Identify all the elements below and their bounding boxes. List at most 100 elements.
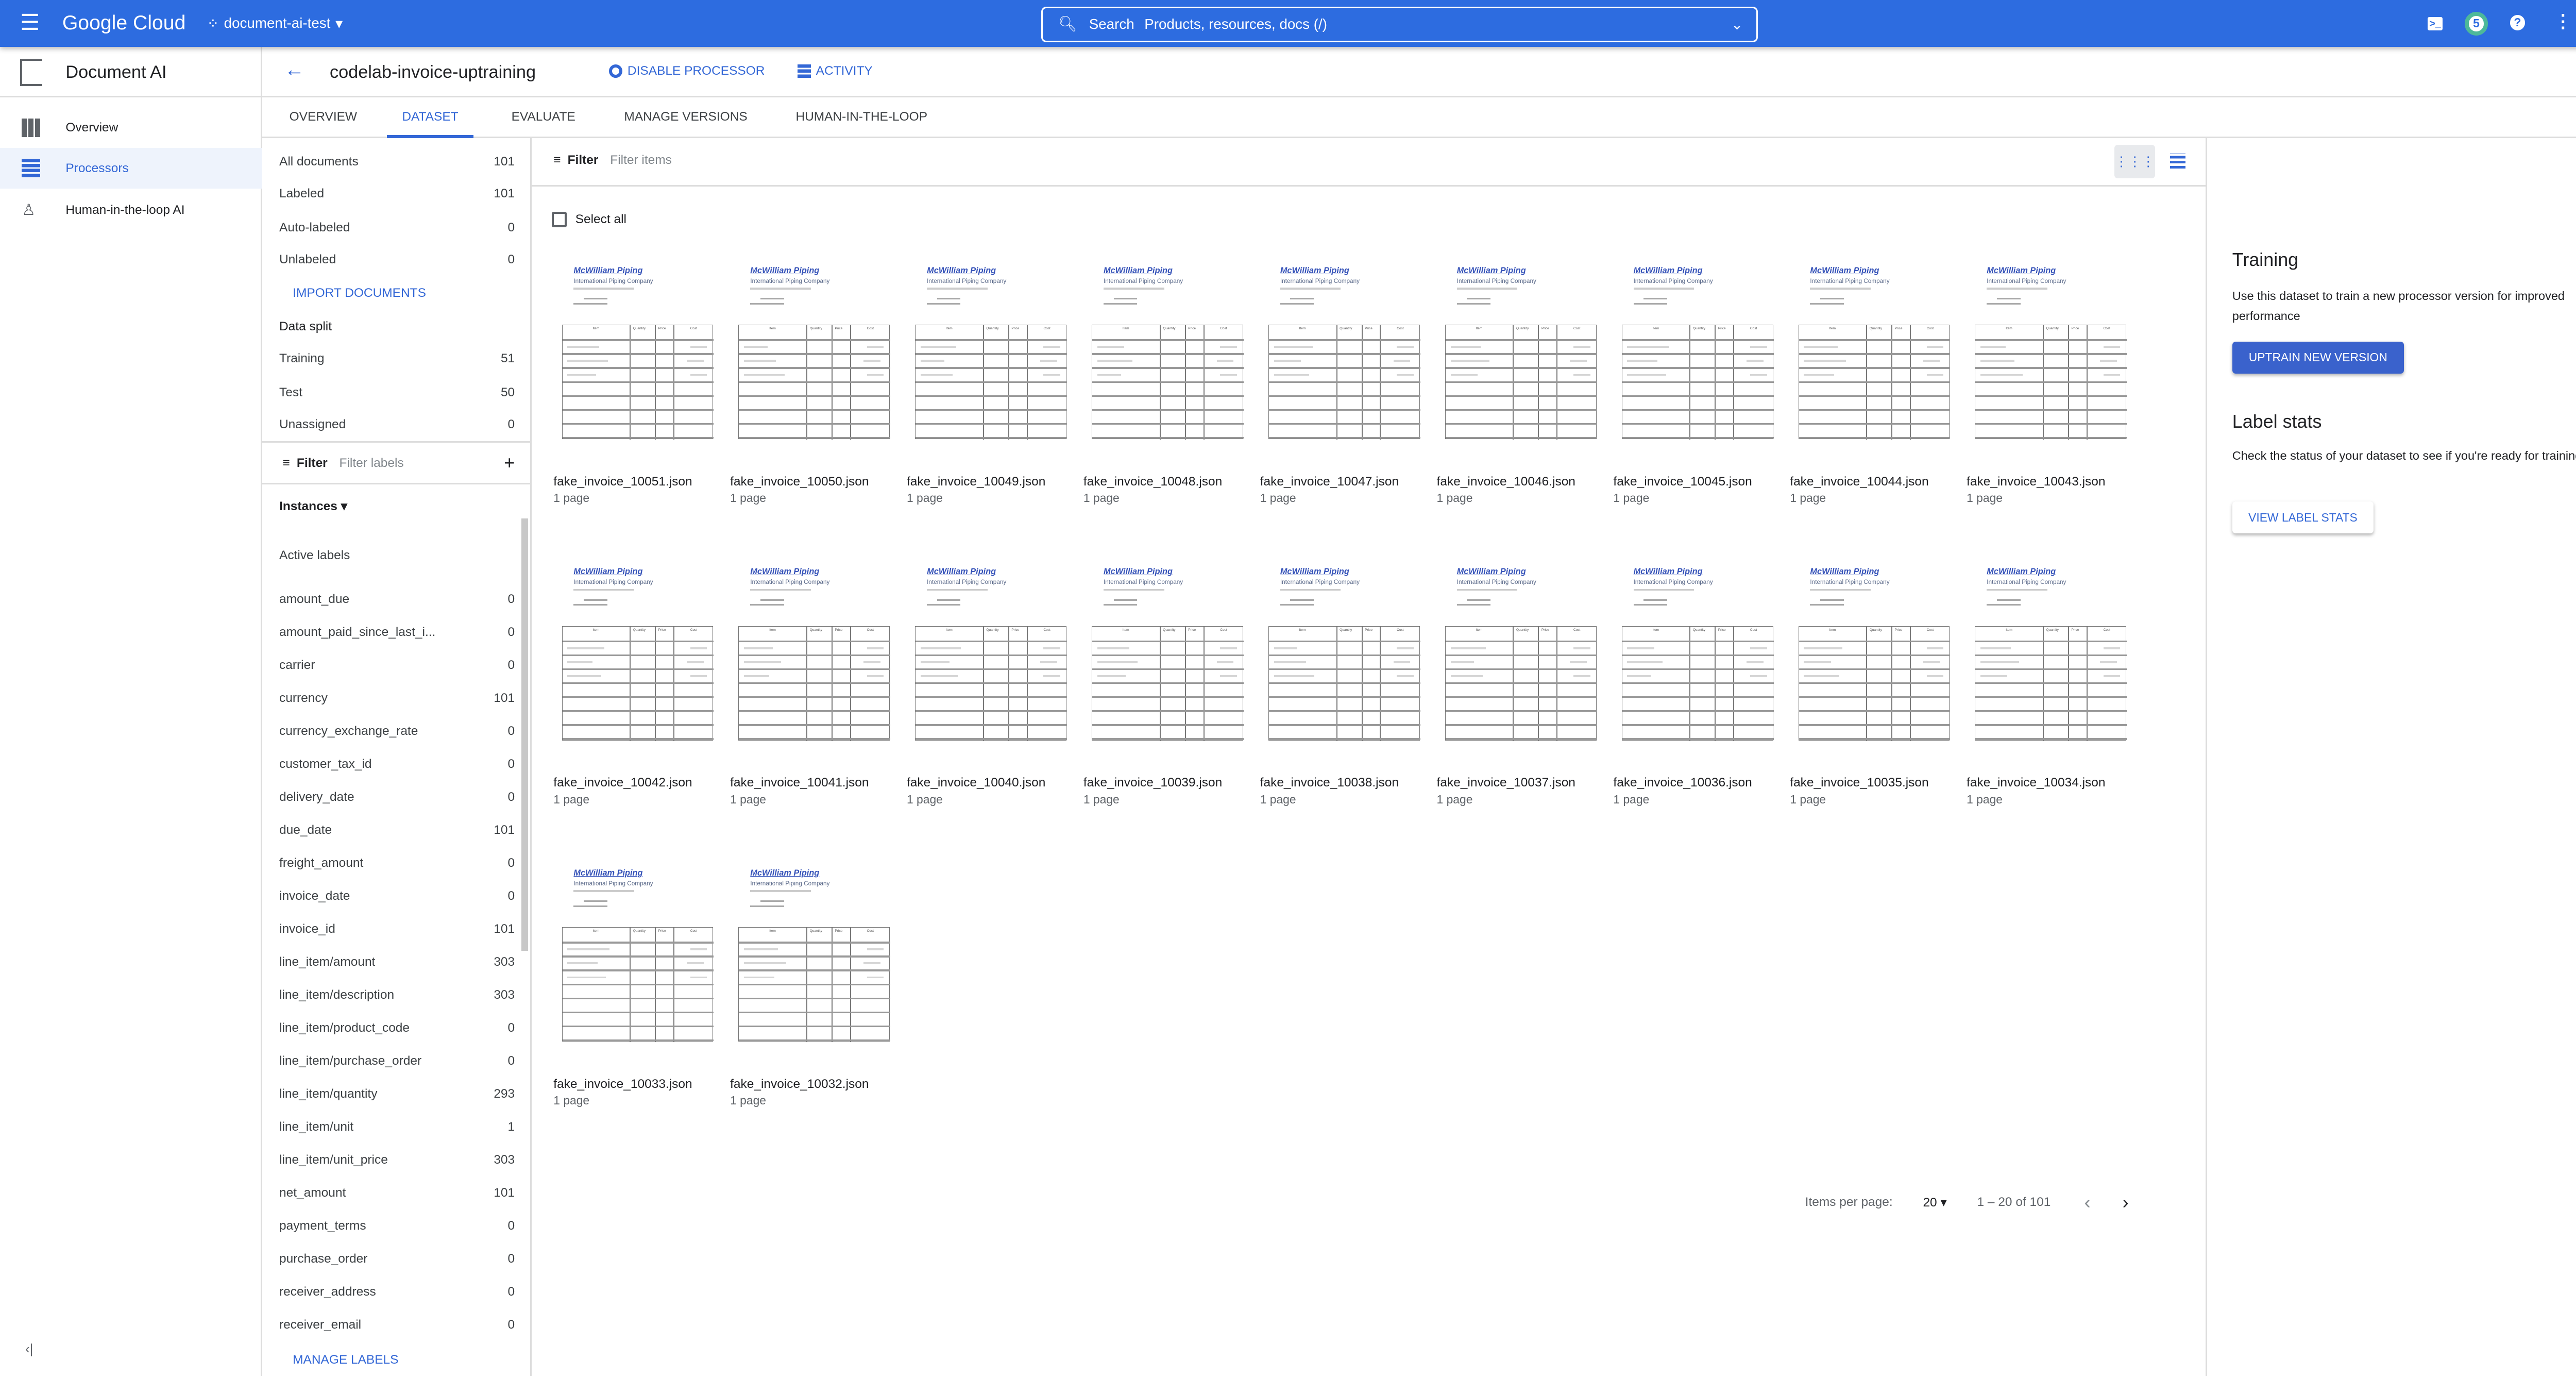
manage-labels-link[interactable]: MANAGE LABELS xyxy=(293,1353,399,1367)
label-row[interactable]: due_date 101 xyxy=(279,823,515,837)
document-thumbnail[interactable]: McWilliam Piping International Piping Co… xyxy=(737,261,892,443)
label-row[interactable]: net_amount 101 xyxy=(279,1186,515,1200)
document-name[interactable]: fake_invoice_10043.json xyxy=(1967,474,2106,489)
document-name[interactable]: fake_invoice_10039.json xyxy=(1083,776,1223,790)
next-page-icon[interactable]: › xyxy=(2122,1191,2129,1213)
label-row[interactable]: line_item/quantity 293 xyxy=(279,1087,515,1101)
document-thumbnail[interactable]: McWilliam Piping International Piping Co… xyxy=(737,562,892,744)
filter-labels-input[interactable]: Filter labels xyxy=(339,456,404,470)
document-name[interactable]: fake_invoice_10044.json xyxy=(1790,474,1929,489)
document-thumbnail[interactable]: McWilliam Piping International Piping Co… xyxy=(1443,562,1598,744)
project-picker[interactable]: ⁘ document-ai-test ▾ xyxy=(207,15,343,32)
document-name[interactable]: fake_invoice_10038.json xyxy=(1260,776,1399,790)
grid-view-toggle[interactable]: ⋮⋮⋮ xyxy=(2114,144,2155,179)
stat-auto-labeled[interactable]: Auto-labeled 0 xyxy=(279,221,515,235)
label-row[interactable]: delivery_date 0 xyxy=(279,790,515,804)
tab-human-in-the-loop[interactable]: HUMAN-IN-THE-LOOP xyxy=(795,110,928,124)
label-row[interactable]: receiver_address 0 xyxy=(279,1285,515,1299)
document-thumbnail[interactable]: McWilliam Piping International Piping Co… xyxy=(560,863,715,1045)
items-per-page-select[interactable]: 20 ▾ xyxy=(1923,1195,1947,1210)
split-test[interactable]: Test 50 xyxy=(279,385,515,400)
document-name[interactable]: fake_invoice_10032.json xyxy=(730,1077,869,1091)
label-row[interactable]: receiver_email 0 xyxy=(279,1318,515,1332)
uptrain-new-version-button[interactable]: UPTRAIN NEW VERSION xyxy=(2232,341,2404,374)
document-name[interactable]: fake_invoice_10034.json xyxy=(1967,776,2106,790)
cloud-shell-icon[interactable]: >_ xyxy=(2427,16,2443,30)
document-name[interactable]: fake_invoice_10040.json xyxy=(906,776,1046,790)
prev-page-icon[interactable]: ‹ xyxy=(2084,1191,2091,1213)
label-row[interactable]: line_item/product_code 0 xyxy=(279,1021,515,1035)
nav-item-overview[interactable]: Overview xyxy=(0,108,262,148)
document-thumbnail[interactable]: McWilliam Piping International Piping Co… xyxy=(1443,261,1598,443)
document-thumbnail[interactable]: McWilliam Piping International Piping Co… xyxy=(1973,261,2128,443)
label-row[interactable]: line_item/purchase_order 0 xyxy=(279,1054,515,1068)
menu-icon[interactable]: ☰ xyxy=(20,10,40,35)
instances-dropdown[interactable]: Instances ▾ xyxy=(279,498,347,514)
label-row[interactable]: purchase_order 0 xyxy=(279,1252,515,1266)
label-row[interactable]: line_item/amount 303 xyxy=(279,955,515,969)
add-label-icon[interactable]: + xyxy=(504,451,515,473)
document-name[interactable]: fake_invoice_10050.json xyxy=(730,474,869,489)
document-thumbnail[interactable]: McWilliam Piping International Piping Co… xyxy=(1620,261,1775,443)
checkbox[interactable] xyxy=(552,212,567,227)
label-row[interactable]: freight_amount 0 xyxy=(279,856,515,870)
label-row[interactable]: line_item/unit_price 303 xyxy=(279,1153,515,1167)
document-name[interactable]: fake_invoice_10035.json xyxy=(1790,776,1929,790)
tab-evaluate[interactable]: EVALUATE xyxy=(511,110,575,124)
tab-dataset[interactable]: DATASET xyxy=(387,97,473,138)
document-thumbnail[interactable]: McWilliam Piping International Piping Co… xyxy=(1973,562,2128,744)
disable-processor-button[interactable]: DISABLE PROCESSOR xyxy=(609,64,765,78)
document-thumbnail[interactable]: McWilliam Piping International Piping Co… xyxy=(1090,562,1245,744)
document-name[interactable]: fake_invoice_10033.json xyxy=(553,1077,692,1091)
document-thumbnail[interactable]: McWilliam Piping International Piping Co… xyxy=(1266,261,1422,443)
document-name[interactable]: fake_invoice_10036.json xyxy=(1613,776,1752,790)
label-row[interactable]: amount_paid_since_last_i... 0 xyxy=(279,625,515,640)
collapse-nav-icon[interactable]: ‹| xyxy=(25,1341,33,1357)
import-documents-link[interactable]: IMPORT DOCUMENTS xyxy=(293,286,426,300)
activity-button[interactable]: ACTIVITY xyxy=(797,64,873,78)
document-thumbnail[interactable]: McWilliam Piping International Piping Co… xyxy=(1090,261,1245,443)
document-name[interactable]: fake_invoice_10042.json xyxy=(553,776,692,790)
document-name[interactable]: fake_invoice_10041.json xyxy=(730,776,869,790)
back-arrow-icon[interactable]: ← xyxy=(284,59,304,81)
stat-all-documents[interactable]: All documents 101 xyxy=(279,155,515,169)
document-thumbnail[interactable]: McWilliam Piping International Piping Co… xyxy=(1266,562,1422,744)
nav-item-processors[interactable]: Processors xyxy=(0,148,263,189)
filter-items-input[interactable]: Filter items xyxy=(610,153,672,167)
document-thumbnail[interactable]: McWilliam Piping International Piping Co… xyxy=(560,261,715,443)
view-label-stats-button[interactable]: VIEW LABEL STATS xyxy=(2232,501,2374,534)
label-row[interactable]: currency_exchange_rate 0 xyxy=(279,724,515,739)
select-all-checkbox[interactable]: Select all xyxy=(552,212,626,227)
document-name[interactable]: fake_invoice_10037.json xyxy=(1436,776,1575,790)
label-row[interactable]: amount_due 0 xyxy=(279,592,515,607)
tab-overview[interactable]: OVERVIEW xyxy=(289,110,358,124)
label-row[interactable]: currency 101 xyxy=(279,691,515,706)
document-name[interactable]: fake_invoice_10049.json xyxy=(906,474,1046,489)
document-thumbnail[interactable]: McWilliam Piping International Piping Co… xyxy=(913,562,1069,744)
notifications-badge[interactable]: 5 xyxy=(2464,11,2488,36)
list-view-toggle[interactable] xyxy=(2170,153,2185,169)
label-row[interactable]: payment_terms 0 xyxy=(279,1219,515,1233)
document-thumbnail[interactable]: McWilliam Piping International Piping Co… xyxy=(737,863,892,1045)
document-name[interactable]: fake_invoice_10048.json xyxy=(1083,474,1223,489)
scrollbar[interactable] xyxy=(521,518,529,951)
stat-labeled[interactable]: Labeled 101 xyxy=(279,187,515,201)
brand-logo[interactable]: Google Cloud xyxy=(62,11,186,34)
label-row[interactable]: carrier 0 xyxy=(279,658,515,673)
more-vert-icon[interactable]: ⋮ xyxy=(2553,10,2572,31)
document-name[interactable]: fake_invoice_10045.json xyxy=(1613,474,1752,489)
help-icon[interactable]: ? xyxy=(2510,15,2526,30)
stat-unlabeled[interactable]: Unlabeled 0 xyxy=(279,253,515,267)
search-input[interactable]: 🔍︎ Search Products, resources, docs (/) … xyxy=(1041,7,1758,42)
document-name[interactable]: fake_invoice_10047.json xyxy=(1260,474,1399,489)
chevron-down-icon[interactable]: ⌄ xyxy=(1731,16,1743,32)
label-row[interactable]: invoice_date 0 xyxy=(279,889,515,903)
document-thumbnail[interactable]: McWilliam Piping International Piping Co… xyxy=(913,261,1069,443)
split-training[interactable]: Training 51 xyxy=(279,351,515,366)
nav-item-human-in-the-loop[interactable]: ♙ Human-in-the-loop AI xyxy=(0,190,262,230)
label-row[interactable]: customer_tax_id 0 xyxy=(279,757,515,771)
label-filter[interactable]: ≡ Filter Filter labels + xyxy=(283,451,515,473)
items-filter[interactable]: ≡ Filter Filter items xyxy=(553,153,672,167)
document-thumbnail[interactable]: McWilliam Piping International Piping Co… xyxy=(1620,562,1775,744)
label-row[interactable]: line_item/unit 1 xyxy=(279,1120,515,1134)
